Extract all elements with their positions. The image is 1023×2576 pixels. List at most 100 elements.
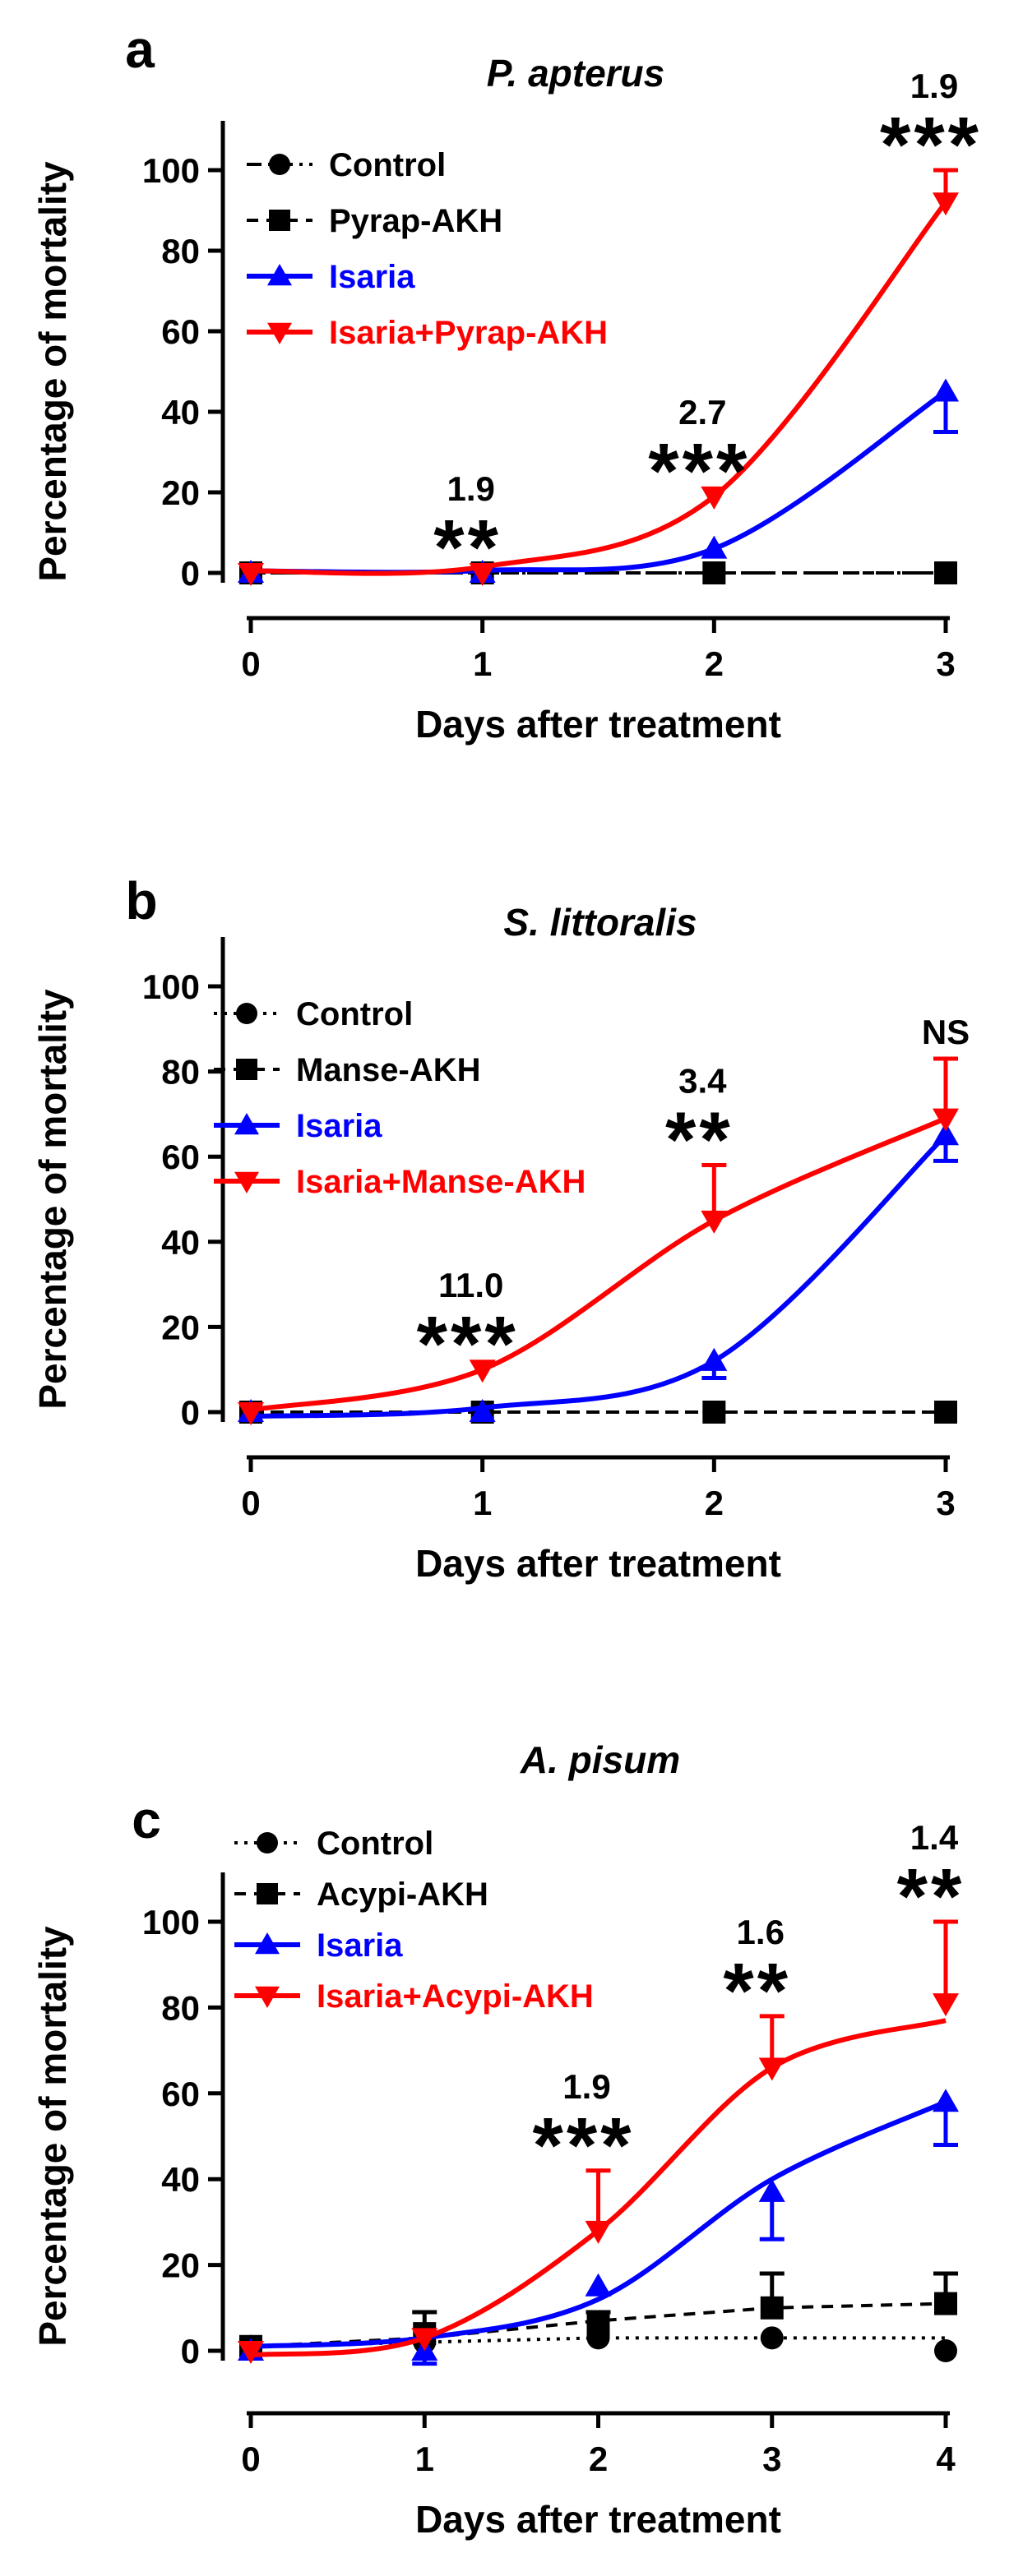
data-point (933, 192, 959, 216)
data-point (933, 378, 959, 402)
annotation: ***1.9 (532, 2067, 634, 2190)
data-point (758, 2057, 785, 2081)
x-tick-label: 3 (936, 1484, 955, 1522)
annotation: ***1.9 (880, 67, 982, 189)
fold-change-label: 1.9 (447, 469, 494, 508)
data-point (933, 1993, 959, 2017)
legend-marker (267, 322, 292, 344)
fold-change-label: 1.9 (562, 2067, 610, 2106)
y-tick-label: 60 (161, 2075, 200, 2113)
y-tick-label: 100 (142, 151, 200, 190)
x-tick-label: 2 (589, 2440, 608, 2478)
legend-label: Control (296, 996, 413, 1032)
y-tick-label: 80 (161, 232, 200, 270)
series-line (250, 1115, 947, 1413)
y-axis-label: Percentage of mortality (31, 1926, 74, 2347)
x-tick-label: 4 (936, 2440, 956, 2478)
significance-stars: *** (648, 427, 750, 515)
significance-stars: *** (880, 101, 982, 189)
legend-label: Pyrap-AKH (329, 203, 502, 239)
y-axis-label: Percentage of mortality (31, 989, 74, 1410)
series-combo (238, 1919, 959, 2364)
series-line (250, 1133, 948, 1420)
panel-title: P. apterus (487, 52, 664, 95)
legend: Control Pyrap-AKH Isaria Isaria+Pyrap-AKH (247, 147, 608, 351)
data-point (238, 1402, 264, 1425)
x-tick-label: 0 (241, 2440, 260, 2478)
y-tick-label: 20 (161, 1308, 200, 1346)
y-tick-label: 40 (161, 1223, 200, 1262)
legend-label: Isaria (296, 1108, 382, 1144)
data-point (238, 563, 264, 586)
fold-change-label: NS (922, 1013, 970, 1051)
x-tick-label: 3 (936, 644, 955, 683)
fold-change-label: 1.9 (910, 67, 958, 105)
data-point (701, 1347, 728, 1371)
y-tick-label: 20 (161, 473, 200, 512)
data-point (758, 2178, 785, 2202)
x-axis-label: Days after treatment (415, 703, 781, 746)
y-tick-label: 60 (161, 1138, 200, 1176)
legend-label: Control (317, 1826, 433, 1862)
legend-marker (255, 1986, 280, 2008)
data-point (701, 535, 728, 559)
data-point (760, 2326, 784, 2350)
data-point (933, 1108, 959, 1132)
legend-marker (234, 1113, 259, 1135)
data-point (585, 2273, 612, 2297)
series-line (250, 201, 948, 576)
legend-marker (257, 1832, 278, 1854)
data-point (701, 486, 728, 510)
data-point (760, 2296, 784, 2320)
data-point (411, 2328, 438, 2352)
data-point (701, 1210, 728, 1234)
y-tick-label: 40 (161, 2160, 200, 2199)
series-combo (238, 1056, 959, 1425)
annotation: **1.6 (723, 1913, 791, 2035)
x-tick-label: 0 (241, 1484, 260, 1522)
annotation: **3.4 (665, 1062, 730, 1184)
legend-marker (269, 210, 290, 231)
annotation: NS (922, 1013, 970, 1051)
data-point (934, 561, 957, 584)
legend-label: Isaria+Manse-AKH (296, 1164, 586, 1200)
legend-marker (255, 1932, 280, 1955)
data-point (934, 2339, 957, 2362)
y-tick-label: 40 (161, 393, 200, 432)
legend-marker (267, 264, 292, 286)
fold-change-label: 1.6 (737, 1913, 785, 1951)
annotation: **1.9 (433, 469, 502, 592)
x-tick-label: 3 (762, 2440, 781, 2478)
panel-title: A. pisum (520, 1738, 680, 1781)
panel-letter: c (132, 1790, 161, 1849)
x-tick-label: 1 (473, 1484, 492, 1522)
series-line (250, 390, 947, 575)
data-point (586, 2313, 610, 2337)
y-tick-label: 80 (161, 1053, 200, 1092)
fold-change-label: 1.4 (910, 1818, 959, 1857)
data-point (585, 2220, 612, 2244)
significance-stars: ** (433, 504, 502, 592)
data-point (933, 2089, 959, 2112)
y-tick-label: 0 (181, 2332, 200, 2371)
annotation: **1.4 (897, 1818, 962, 1941)
panel-title: S. littoralis (503, 901, 697, 944)
fold-change-label: 2.7 (678, 393, 726, 432)
x-tick-label: 2 (705, 1484, 724, 1522)
y-tick-label: 100 (142, 1903, 200, 1941)
data-point (702, 561, 726, 584)
data-point (934, 2292, 957, 2315)
legend-label: Isaria (317, 1927, 403, 1964)
annotation: ***2.7 (648, 393, 750, 515)
significance-stars: ** (723, 1947, 791, 2035)
legend-marker (236, 1003, 257, 1024)
y-axis-label: Percentage of mortality (31, 161, 74, 582)
significance-stars: *** (532, 2102, 634, 2190)
x-tick-label: 1 (415, 2440, 434, 2478)
significance-stars: *** (417, 1300, 519, 1388)
y-tick-label: 20 (161, 2246, 200, 2285)
legend-marker (234, 1171, 259, 1193)
